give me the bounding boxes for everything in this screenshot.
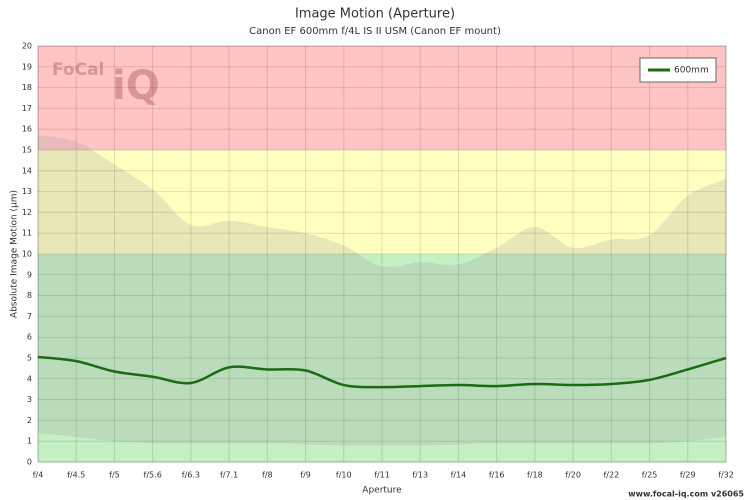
x-tick-label: f/7.1 — [220, 471, 238, 480]
zone — [38, 150, 726, 254]
plot-border — [37, 45, 727, 463]
y-tick-label: 18 — [22, 83, 32, 92]
y-tick-label: 4 — [27, 374, 32, 383]
x-tick-label: f/5.6 — [144, 471, 162, 480]
y-tick-label: 15 — [22, 146, 32, 155]
x-tick-label: f/13 — [412, 471, 428, 480]
x-tick-label: f/16 — [489, 471, 505, 480]
y-tick-label: 8 — [27, 291, 32, 300]
x-tick-label: f/6.3 — [182, 471, 200, 480]
x-tick-label: f/29 — [680, 471, 696, 480]
zone — [38, 254, 726, 462]
y-tick-label: 3 — [27, 395, 32, 404]
y-tick-label: 20 — [22, 42, 32, 51]
logo: FoCal — [52, 60, 104, 80]
x-tick-label: f/9 — [300, 471, 311, 480]
x-tick-label: f/22 — [603, 471, 619, 480]
series-line — [37, 355, 727, 389]
x-tick-label: f/5 — [109, 471, 120, 480]
x-tick-label: f/8 — [262, 471, 273, 480]
y-tick-label: 19 — [22, 62, 32, 71]
y-tick-label: 0 — [27, 458, 32, 467]
y-tick-label: 17 — [22, 104, 32, 113]
y-tick-label: 16 — [22, 125, 32, 134]
legend-label: 600mm — [674, 66, 709, 76]
x-tick-label: f/4.5 — [67, 471, 85, 480]
chart-title: Image Motion (Aperture) — [295, 7, 455, 22]
x-tick-label: f/32 — [718, 471, 734, 480]
logo: iQ — [112, 63, 160, 109]
x-tick-label: f/10 — [336, 471, 352, 480]
zone — [38, 46, 726, 150]
x-tick-label: f/20 — [565, 471, 581, 480]
x-tick-label: f/25 — [642, 471, 658, 480]
y-axis-label: Absolute Image Motion (µm) — [10, 190, 20, 318]
x-axis-label: Aperture — [362, 486, 402, 496]
x-tick-label: f/18 — [527, 471, 543, 480]
y-tick-label: 2 — [27, 416, 32, 425]
x-tick-label: f/11 — [374, 471, 390, 480]
x-tick-label: f/14 — [451, 471, 467, 480]
y-tick-label: 7 — [27, 312, 32, 321]
y-tick-label: 9 — [27, 270, 32, 279]
y-tick-label: 1 — [27, 437, 32, 446]
y-tick-label: 11 — [22, 229, 32, 238]
chart-subtitle: Canon EF 600mm f/4L IS II USM (Canon EF … — [249, 26, 501, 37]
y-tick-label: 14 — [22, 166, 32, 175]
range-band — [38, 135, 726, 446]
y-tick-label: 5 — [27, 354, 32, 363]
y-tick-label: 13 — [22, 187, 32, 196]
y-tick-label: 12 — [22, 208, 32, 217]
x-tick-label: f/4 — [33, 471, 44, 480]
footer: www.focal-iq.com v26065 — [628, 490, 744, 499]
y-tick-label: 6 — [27, 333, 32, 342]
y-tick-label: 10 — [22, 250, 32, 259]
